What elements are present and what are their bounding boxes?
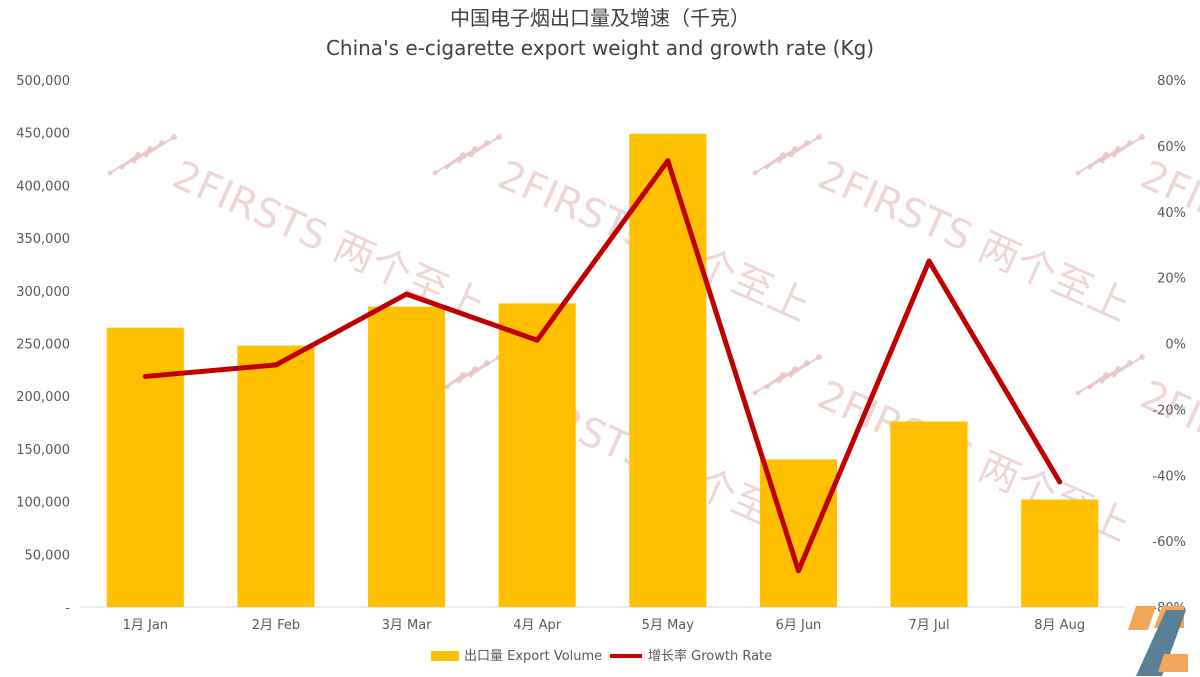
y-left-tick-label: 300,000	[16, 285, 70, 300]
line-point	[926, 258, 932, 264]
line-point	[1057, 479, 1063, 485]
bar	[890, 421, 968, 607]
watermark-text: 2FIRSTS 两个至上	[1134, 152, 1200, 331]
y-left-tick-label: 350,000	[16, 232, 70, 247]
line-series-group	[142, 158, 1063, 574]
x-tick-label: 2月 Feb	[252, 618, 300, 633]
y-right-tick-label: 0%	[1165, 338, 1186, 353]
y-left-tick-label: 400,000	[16, 179, 70, 194]
y-left-tick-label: -	[65, 601, 70, 616]
x-tick-label: 1月 Jan	[123, 618, 168, 633]
line-point	[795, 568, 801, 574]
chart-title: 中国电子烟出口量及增速（千克）	[450, 6, 750, 30]
x-tick-label: 4月 Apr	[513, 618, 562, 633]
bar	[1021, 499, 1099, 607]
y-right-tick-label: 40%	[1157, 206, 1186, 221]
bar	[106, 327, 184, 607]
y-right-tick-label: -20%	[1152, 403, 1186, 418]
y-left-tick-label: 200,000	[16, 390, 70, 405]
watermark-text: 2FIRSTS 两个至上	[1134, 372, 1200, 551]
line-point	[665, 158, 671, 164]
bar	[629, 133, 707, 607]
legend: 出口量 Export Volume 增长率 Growth Rate	[431, 648, 772, 664]
x-axis: 1月 Jan 2月 Feb 3月 Mar 4月 Apr 5月 May 6月 Jun 7月 J…	[123, 618, 1086, 633]
line-point	[404, 291, 410, 297]
line-point	[534, 337, 540, 343]
bar-series	[106, 133, 1099, 607]
bar	[368, 306, 446, 607]
growth-rate-line	[142, 158, 1063, 574]
x-tick-label: 8月 Aug	[1034, 618, 1085, 633]
y-left-tick-label: 500,000	[16, 74, 70, 89]
watermark-text: 2FIRSTS 两个至上	[166, 152, 492, 331]
legend-label-export-volume: 出口量 Export Volume	[464, 649, 602, 664]
y-right-tick-label: -60%	[1152, 535, 1186, 550]
x-tick-label: 6月 Jun	[776, 618, 822, 633]
chart-subtitle: China's e-cigarette export weight and gr…	[326, 36, 874, 60]
y-right-tick-label: 20%	[1157, 272, 1186, 287]
line-point	[273, 362, 279, 368]
x-tick-label: 5月 May	[642, 618, 695, 633]
y-left-tick-label: 50,000	[25, 548, 71, 563]
bar	[237, 345, 315, 607]
legend-swatch-export-volume	[431, 651, 459, 661]
y-left-tick-label: 150,000	[16, 443, 70, 458]
x-tick-label: 3月 Mar	[382, 618, 433, 633]
y-right-tick-label: 80%	[1157, 74, 1186, 89]
line-point	[142, 373, 148, 379]
y-left-tick-label: 250,000	[16, 338, 70, 353]
y-right-tick-label: -40%	[1152, 469, 1186, 484]
bar	[498, 303, 576, 607]
y-right-tick-label: 60%	[1157, 140, 1186, 155]
x-tick-label: 7月 Jul	[909, 618, 950, 633]
legend-label-growth-rate: 增长率 Growth Rate	[648, 648, 772, 664]
watermark-text: 2FIRSTS 两个至上	[811, 152, 1137, 331]
watermark: 2FIRSTS 两个至上	[432, 134, 817, 331]
y-left-tick-label: 100,000	[16, 496, 70, 511]
left-axis: - 50,000 100,000 150,000 200,000 250,000 300,0…	[16, 74, 70, 616]
2firsts-logo-icon	[1128, 606, 1188, 676]
y-left-tick-label: 450,000	[16, 127, 70, 142]
